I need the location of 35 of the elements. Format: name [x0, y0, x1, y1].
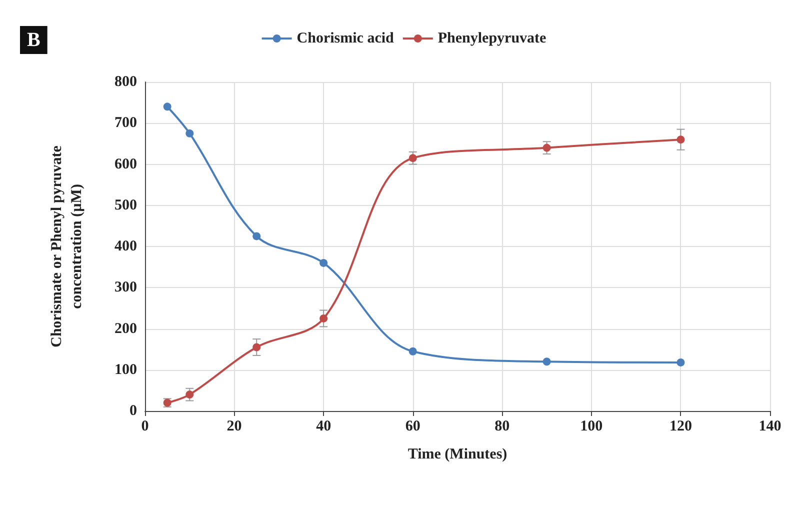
text: B — [27, 29, 40, 51]
y-tick-label: 200 — [114, 320, 137, 337]
x-tick-label: 100 — [580, 418, 603, 434]
x-axis-title: Time (Minutes) — [408, 446, 508, 462]
y-tick-label: 100 — [114, 362, 137, 378]
x-tick-label: 60 — [405, 418, 420, 434]
y-tick-label: 300 — [114, 280, 137, 296]
x-tick-label: 140 — [758, 418, 782, 434]
x-tick-label: 0 — [141, 418, 149, 434]
x-tick-label: 120 — [669, 418, 692, 434]
y-tick-label: 500 — [114, 197, 137, 214]
legend-label: Phenylepyruvate — [438, 30, 547, 46]
point — [252, 343, 261, 352]
x-tick-label: 80 — [494, 418, 510, 434]
point — [408, 154, 417, 162]
point — [542, 144, 551, 152]
point — [542, 358, 551, 366]
y-tick-label: 600 — [114, 156, 137, 172]
x-tick-label: 20 — [226, 418, 242, 434]
point — [320, 314, 328, 322]
point — [252, 232, 261, 240]
y-tick-label: 400 — [114, 238, 137, 254]
y-tick-label: 0 — [130, 403, 137, 419]
point — [676, 136, 685, 144]
point — [163, 102, 172, 111]
x-tick-label: 40 — [316, 418, 332, 434]
point — [408, 347, 417, 356]
y-tick-label: 700 — [114, 115, 137, 132]
point — [320, 258, 328, 267]
y-tick-label: 800 — [114, 74, 137, 90]
legend-label: Chorismic acid — [296, 30, 395, 46]
point — [186, 390, 194, 399]
point — [186, 129, 194, 138]
y-axis-title: Chorismate or Phenyl pyruvate concentration (µM) — [49, 145, 85, 348]
point — [676, 358, 685, 366]
